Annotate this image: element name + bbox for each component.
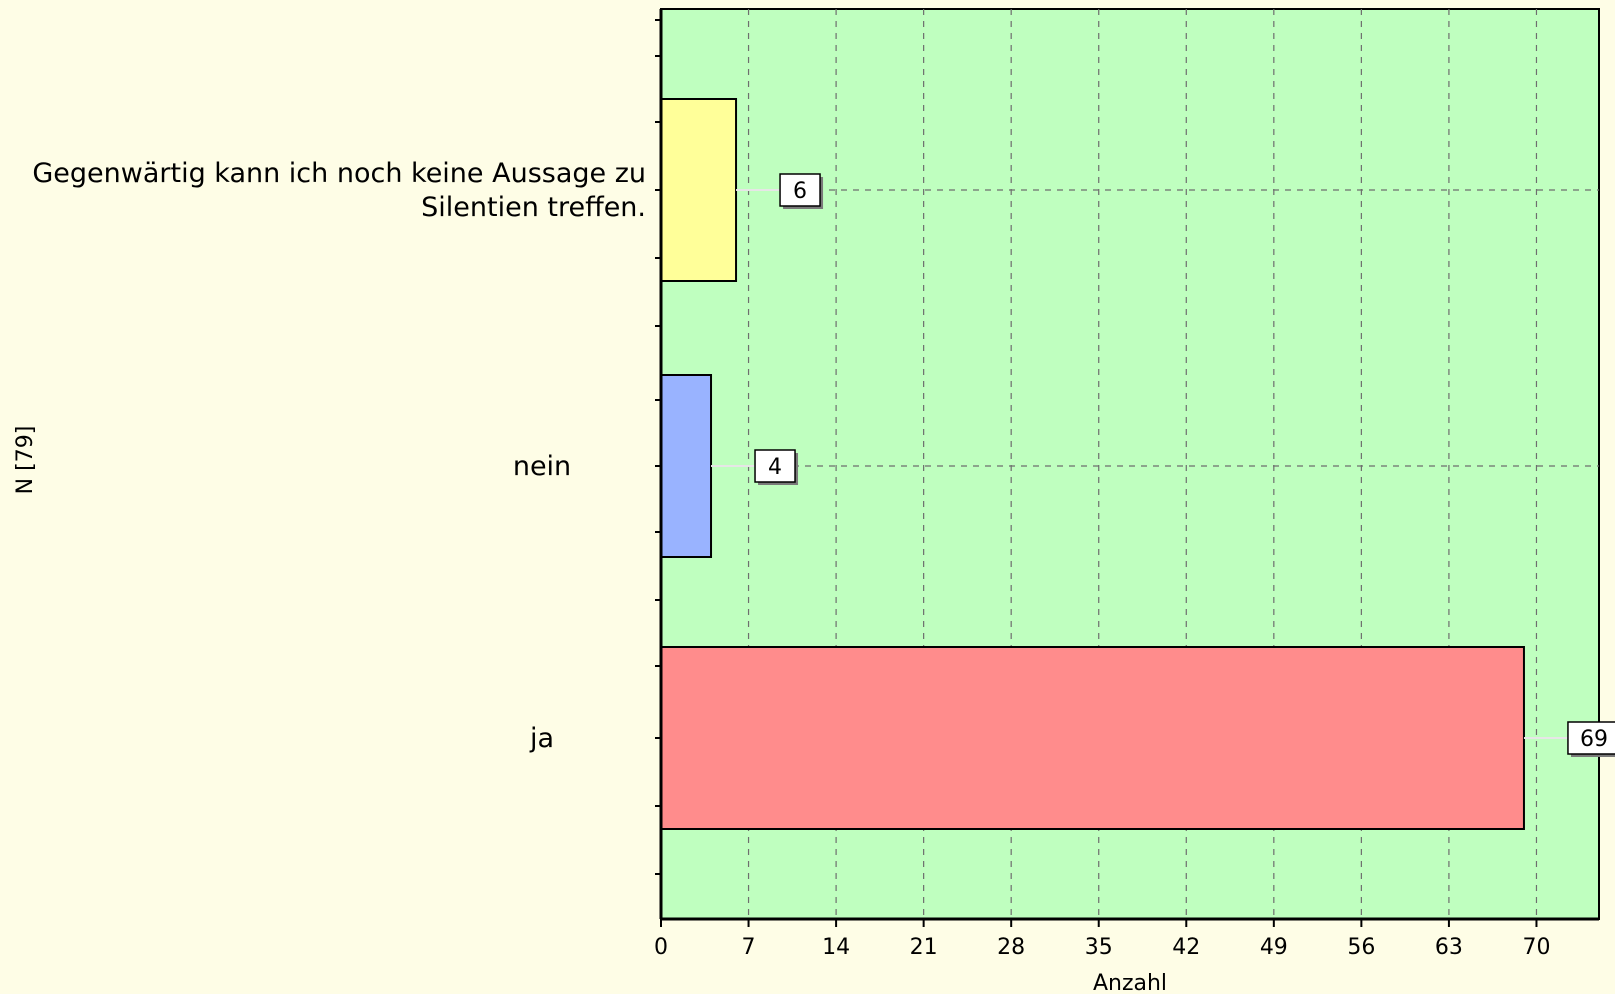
x-tick-label: 7	[742, 935, 756, 960]
axes	[655, 9, 1599, 927]
data-label: 4	[768, 455, 782, 480]
data-label-box	[1567, 721, 1615, 755]
category-label: Silentien treffen.	[421, 192, 646, 223]
x-tick-label: 70	[1522, 935, 1550, 960]
category-label: Gegenwärtig kann ich noch keine Aussage …	[32, 158, 646, 189]
category-label: nein	[513, 451, 571, 482]
data-label: 69	[1580, 727, 1608, 752]
bar	[660, 646, 1525, 830]
x-tick-label: 21	[910, 935, 938, 960]
y-axis-title: N [79]	[13, 426, 38, 495]
bar	[660, 98, 738, 282]
x-tick-labels: 0 7 14 21 28 35 42 49 56 63 70	[654, 935, 1550, 960]
data-label-box	[754, 449, 796, 483]
x-tick-label: 35	[1085, 935, 1113, 960]
x-tick-label: 28	[997, 935, 1025, 960]
x-axis-title: Anzahl	[1093, 971, 1167, 994]
x-tick-label: 56	[1347, 935, 1375, 960]
data-label-box	[779, 173, 821, 207]
data-label: 6	[793, 179, 807, 204]
bar	[660, 374, 713, 558]
category-labels: Gegenwärtig kann ich noch keine Aussage …	[32, 158, 646, 754]
x-tick-label: 49	[1260, 935, 1288, 960]
category-label: ja	[529, 723, 554, 754]
x-tick-label: 63	[1435, 935, 1463, 960]
x-tick-label: 14	[822, 935, 850, 960]
x-tick-label: 0	[654, 935, 668, 960]
data-labels: 6 4 69	[711, 173, 1615, 757]
x-tick-label: 42	[1172, 935, 1200, 960]
